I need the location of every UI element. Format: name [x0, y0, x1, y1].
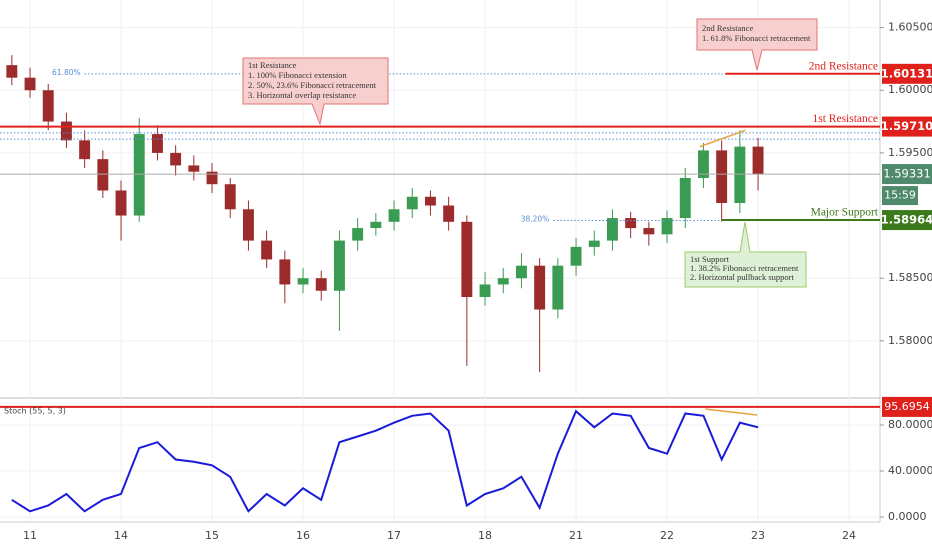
level-label: 1.58964 — [881, 213, 932, 227]
x-tick-label: 16 — [296, 529, 310, 542]
x-tick-label: 22 — [660, 529, 674, 542]
candle-body — [570, 246, 582, 266]
y-tick-label: 1.58000 — [888, 334, 932, 347]
candle-body — [734, 146, 746, 204]
x-tick-label: 14 — [114, 529, 128, 542]
level-box — [882, 210, 932, 231]
x-tick-label: 24 — [842, 529, 856, 542]
fib-label: 61.80% — [52, 68, 81, 77]
candle-body — [661, 218, 673, 235]
trendline — [699, 129, 746, 148]
candle-body — [79, 140, 91, 160]
candle-body — [115, 190, 127, 216]
candle-body — [170, 152, 182, 166]
annotation-text: 2nd Resistance — [702, 23, 753, 33]
y-tick-label: 1.60000 — [888, 83, 932, 96]
x-tick-label: 23 — [751, 529, 765, 542]
candle-body — [606, 218, 618, 241]
annotation-2nd-resistance: 2nd Resistance 1. 61.8% Fibonacci retrac… — [696, 18, 818, 71]
indicator-level-box — [882, 396, 932, 417]
candle-body — [552, 265, 564, 310]
candle-body — [352, 228, 364, 241]
candle-body — [224, 184, 236, 210]
y-tick-label: 40.0000 — [888, 464, 932, 477]
candle-body — [388, 209, 400, 222]
time-label: 15:59 — [884, 189, 916, 202]
annotation-text: 1. 61.8% Fibonacci retracement — [702, 33, 811, 43]
candle-body — [297, 278, 309, 285]
candle-body — [370, 221, 382, 229]
candle-body — [625, 218, 637, 229]
y-tick-label: 1.59500 — [888, 146, 932, 159]
annotation-1st-support: 1st Support 1. 38.2% Fibonacci retraceme… — [684, 221, 807, 288]
annotation-text: 1. 38.2% Fibonacci retracement — [690, 263, 799, 273]
level-label: 1.59710 — [881, 119, 932, 133]
time-box — [882, 186, 918, 206]
y-tick-label: 1.60500 — [888, 21, 932, 34]
indicator-trendline — [705, 408, 758, 416]
level-box — [882, 116, 932, 137]
x-tick-label: 21 — [569, 529, 583, 542]
annotation-text: 1st Resistance — [248, 60, 297, 70]
candle-body — [279, 259, 291, 285]
annotation-box — [242, 57, 389, 126]
annotation-1st-resistance: 1st Resistance 1. 100% Fibonacci extensi… — [242, 57, 389, 126]
level-name: 1st Resistance — [813, 113, 878, 125]
indicator-level-label: 95.6954 — [884, 400, 930, 413]
annotation-text: 2. 50%, 23.6% Fibonacci retracement — [248, 80, 377, 90]
current-price-label: 1.59331 — [883, 167, 931, 181]
level-box — [882, 63, 932, 84]
candle-body — [716, 150, 728, 204]
annotation-box — [696, 18, 818, 71]
x-tick-label: 18 — [478, 529, 492, 542]
candle-body — [97, 159, 109, 191]
overlays: 61.80% 38.20% 2nd Resistance 1st Resistance… — [0, 60, 880, 416]
y-tick-label: 1.58500 — [888, 271, 932, 284]
candle-body — [60, 121, 72, 141]
annotation-text: 1. 100% Fibonacci extension — [248, 70, 347, 80]
candle-body — [643, 228, 655, 235]
candle-body — [242, 209, 254, 241]
y-tick-label: 0.0000 — [888, 510, 927, 523]
candle-body — [24, 77, 36, 91]
indicator-line — [11, 409, 759, 513]
y-tick-label: 80.0000 — [888, 418, 932, 431]
level-label: 1.60131 — [881, 66, 932, 80]
x-tick-label: 17 — [387, 529, 401, 542]
annotation-box — [684, 221, 807, 288]
candle-body — [133, 134, 145, 216]
candle-body — [443, 205, 455, 222]
candle-body — [188, 165, 200, 172]
candle-body — [461, 221, 473, 297]
candle-body — [479, 284, 491, 297]
candle-body — [679, 177, 691, 219]
fib-label: 38.20% — [521, 215, 550, 224]
candle-body — [424, 196, 436, 206]
candle-body — [534, 265, 546, 310]
candle-body — [497, 278, 509, 285]
candle-body — [588, 240, 600, 247]
candle-body — [261, 240, 273, 260]
candle-body — [697, 150, 709, 178]
candle-body — [42, 90, 54, 122]
candle-body — [406, 196, 418, 210]
annotation-text: 3. Horizontal overlap resistance — [248, 90, 356, 100]
level-name: Major Support — [811, 207, 879, 219]
candle-body — [6, 65, 18, 78]
indicator-name: Stoch (55, 5, 3) — [4, 407, 66, 416]
annotation-text: 1st Support — [690, 254, 730, 264]
x-tick-label: 11 — [23, 529, 37, 542]
candle-body — [752, 146, 764, 175]
candle-body — [515, 265, 527, 279]
candle-body — [315, 278, 327, 291]
annotation-text: 2. Horizontal pullback support — [690, 272, 795, 282]
candle-body — [333, 240, 345, 291]
candle-body — [206, 171, 218, 185]
current-price-box — [882, 164, 932, 185]
level-name: 2nd Resistance — [809, 60, 878, 72]
x-tick-label: 15 — [205, 529, 219, 542]
candle-body — [151, 134, 163, 153]
marks — [6, 55, 764, 513]
